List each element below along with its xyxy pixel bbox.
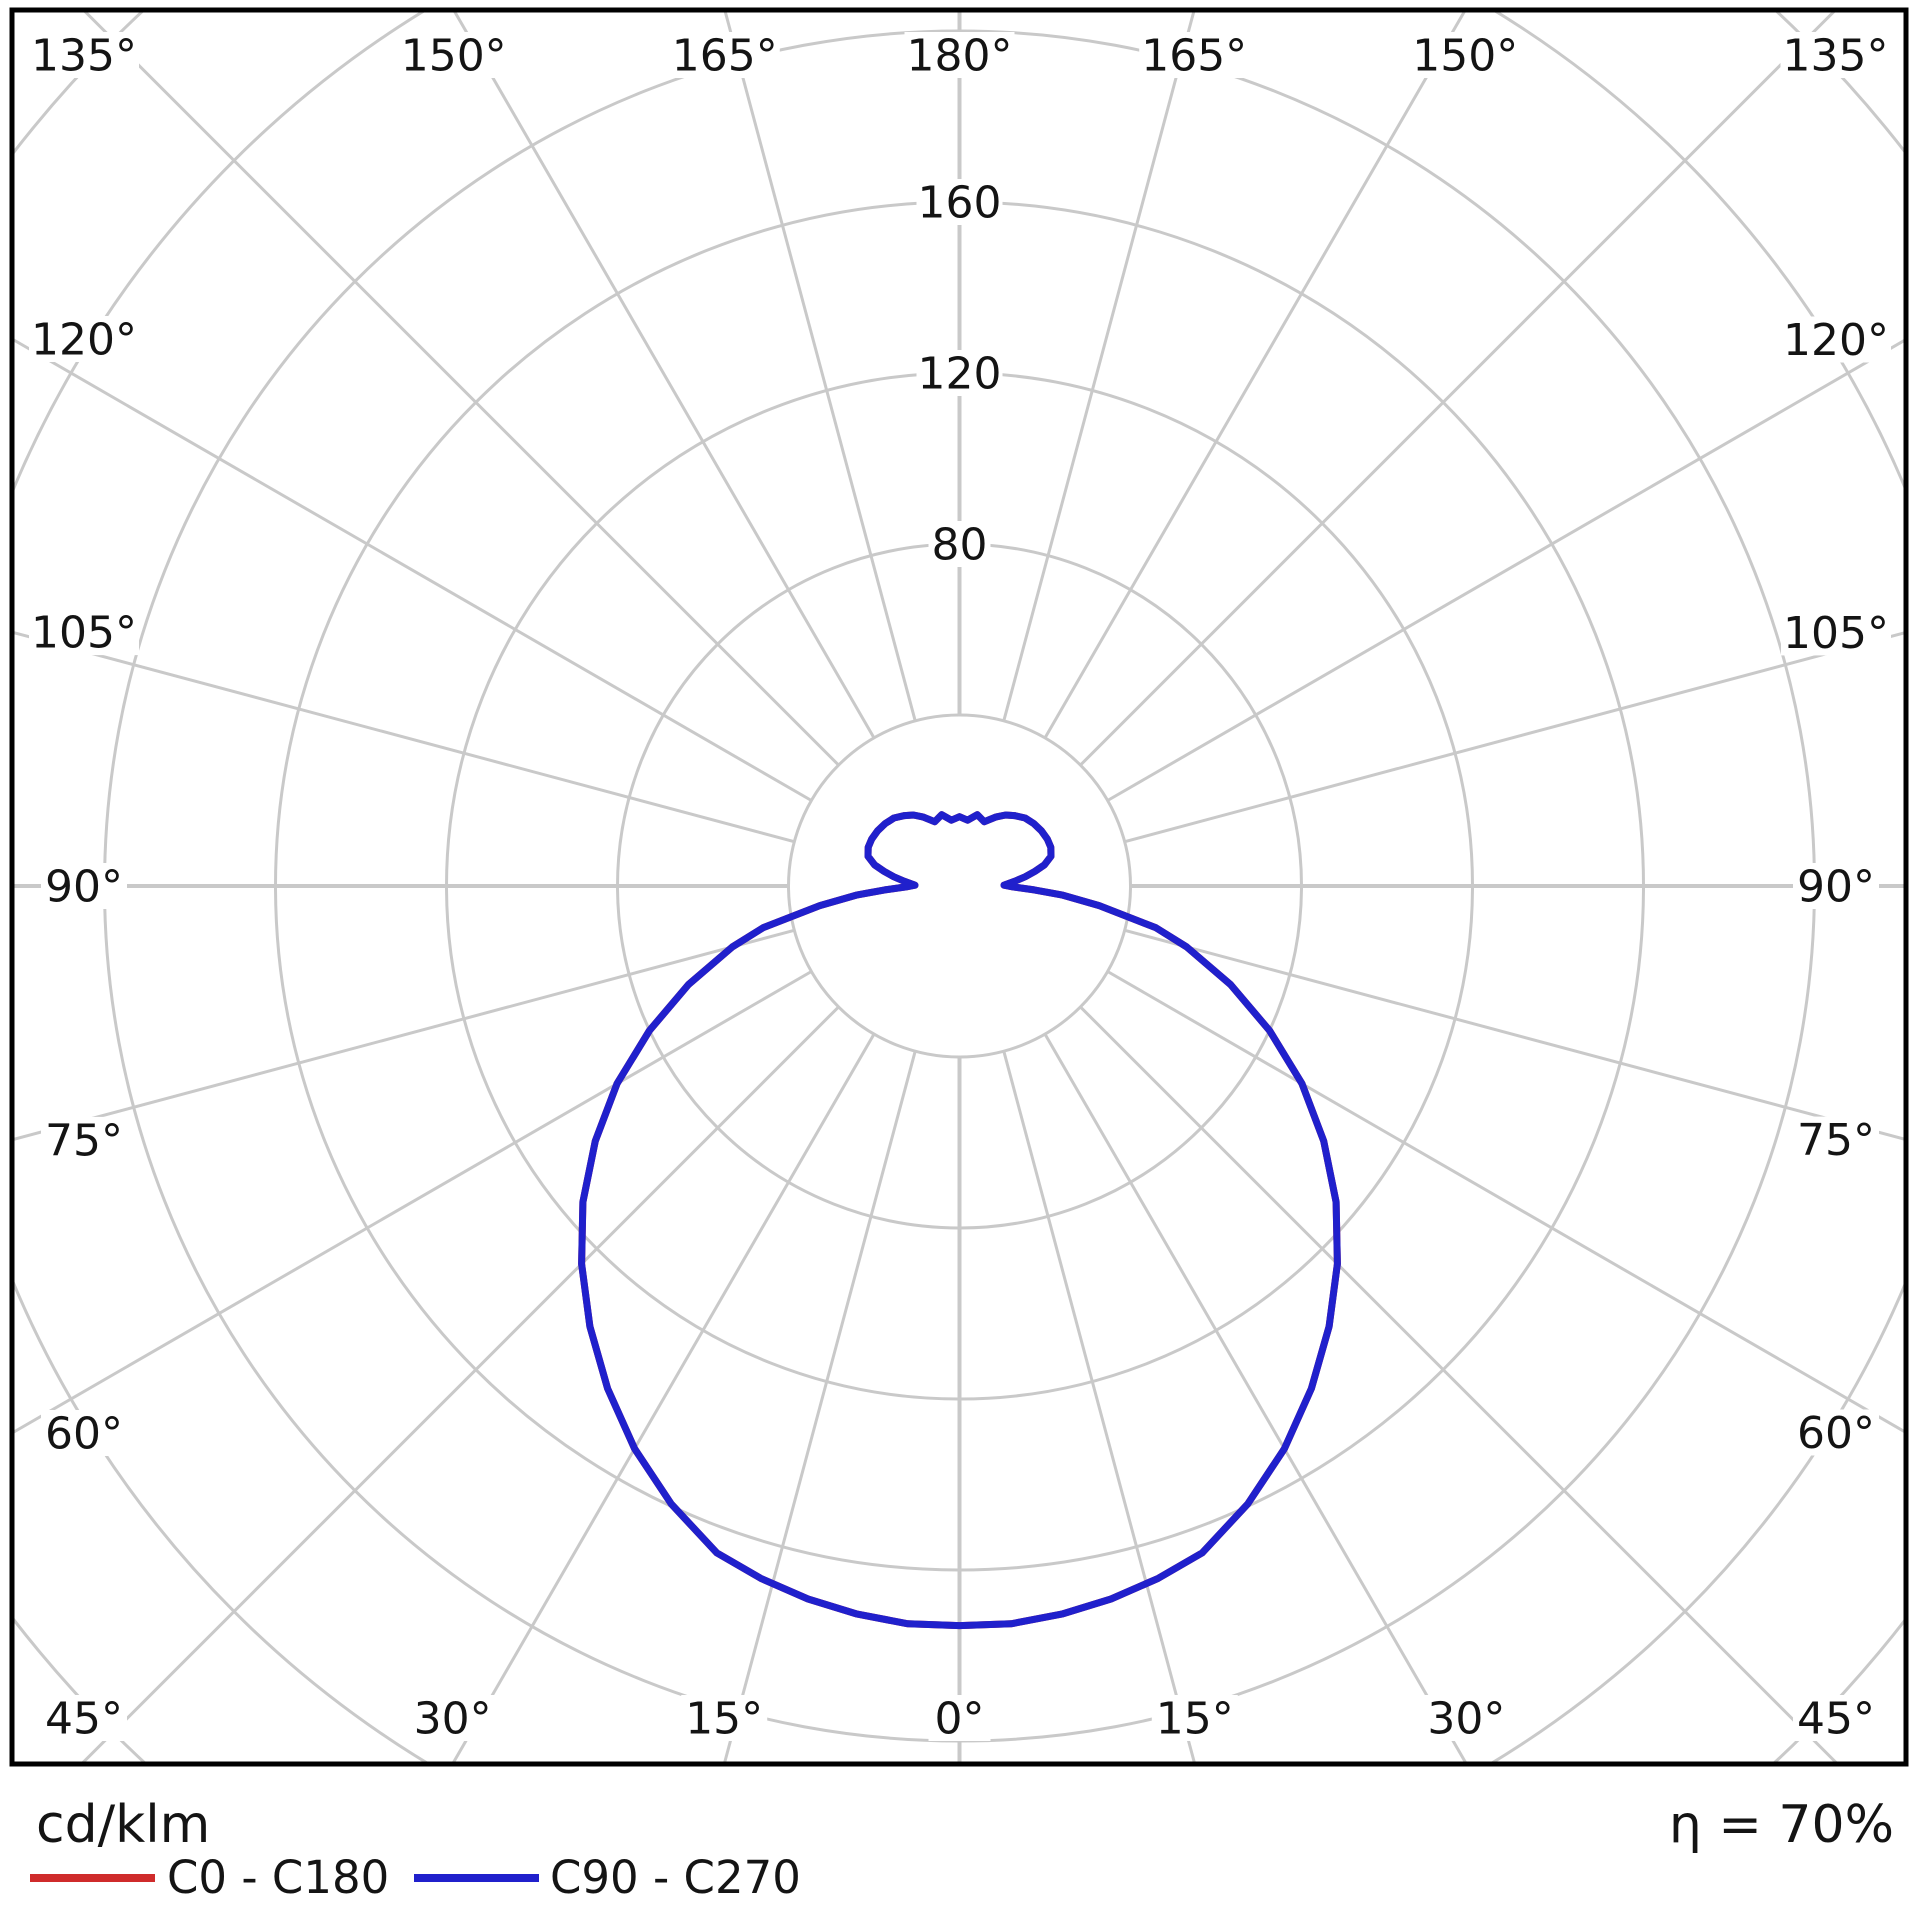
efficiency-label: η = 70% (1669, 1795, 1894, 1855)
radial-label-120: 120 (918, 349, 1002, 400)
angle-label-45: 45° (1797, 1694, 1875, 1745)
legend: C0 - C180 C90 - C270 (30, 1851, 801, 1904)
units-label: cd/klm (36, 1795, 210, 1855)
angle-label-150: 150° (401, 31, 507, 82)
angle-label-120: 120° (31, 315, 137, 366)
angle-label-105: 105° (1783, 608, 1889, 659)
angle-label-180: 180° (907, 31, 1013, 82)
angle-label-105: 105° (31, 608, 137, 659)
angle-label-120: 120° (1783, 315, 1889, 366)
series-c90-c270 (578, 811, 1341, 1630)
chart-labels: 0° 15° 30° 45° 60° 75° 90° 105° 120° 135° 150° 165°… (29, 31, 1891, 1745)
legend-label-c0-c180: C0 - C180 (167, 1851, 389, 1904)
angle-label-90: 90° (45, 862, 123, 913)
angle-label-15: 15° (1156, 1694, 1234, 1745)
angle-label-135: 135° (1783, 31, 1889, 82)
angle-label-0: 0° (935, 1694, 985, 1745)
radial-label-80: 80 (932, 520, 988, 571)
angle-label-15: 15° (685, 1694, 763, 1745)
angle-label-30: 30° (1427, 1694, 1505, 1745)
intensity-curves (578, 811, 1341, 1630)
angle-label-60: 60° (1797, 1408, 1875, 1459)
angle-label-135: 135° (31, 31, 137, 82)
angle-label-45: 45° (45, 1694, 123, 1745)
angle-label-60: 60° (45, 1409, 123, 1460)
angle-label-150: 150° (1412, 31, 1518, 82)
angle-label-75: 75° (1797, 1115, 1875, 1166)
legend-label-c90-c270: C90 - C270 (550, 1851, 801, 1904)
radial-label-160: 160 (918, 178, 1002, 229)
angle-label-75: 75° (45, 1115, 123, 1166)
angle-label-90: 90° (1797, 862, 1875, 913)
angle-label-30: 30° (414, 1694, 492, 1745)
angle-label-165: 165° (672, 31, 778, 82)
chart-frame (9, 7, 1909, 1767)
angle-label-165: 165° (1141, 31, 1247, 82)
